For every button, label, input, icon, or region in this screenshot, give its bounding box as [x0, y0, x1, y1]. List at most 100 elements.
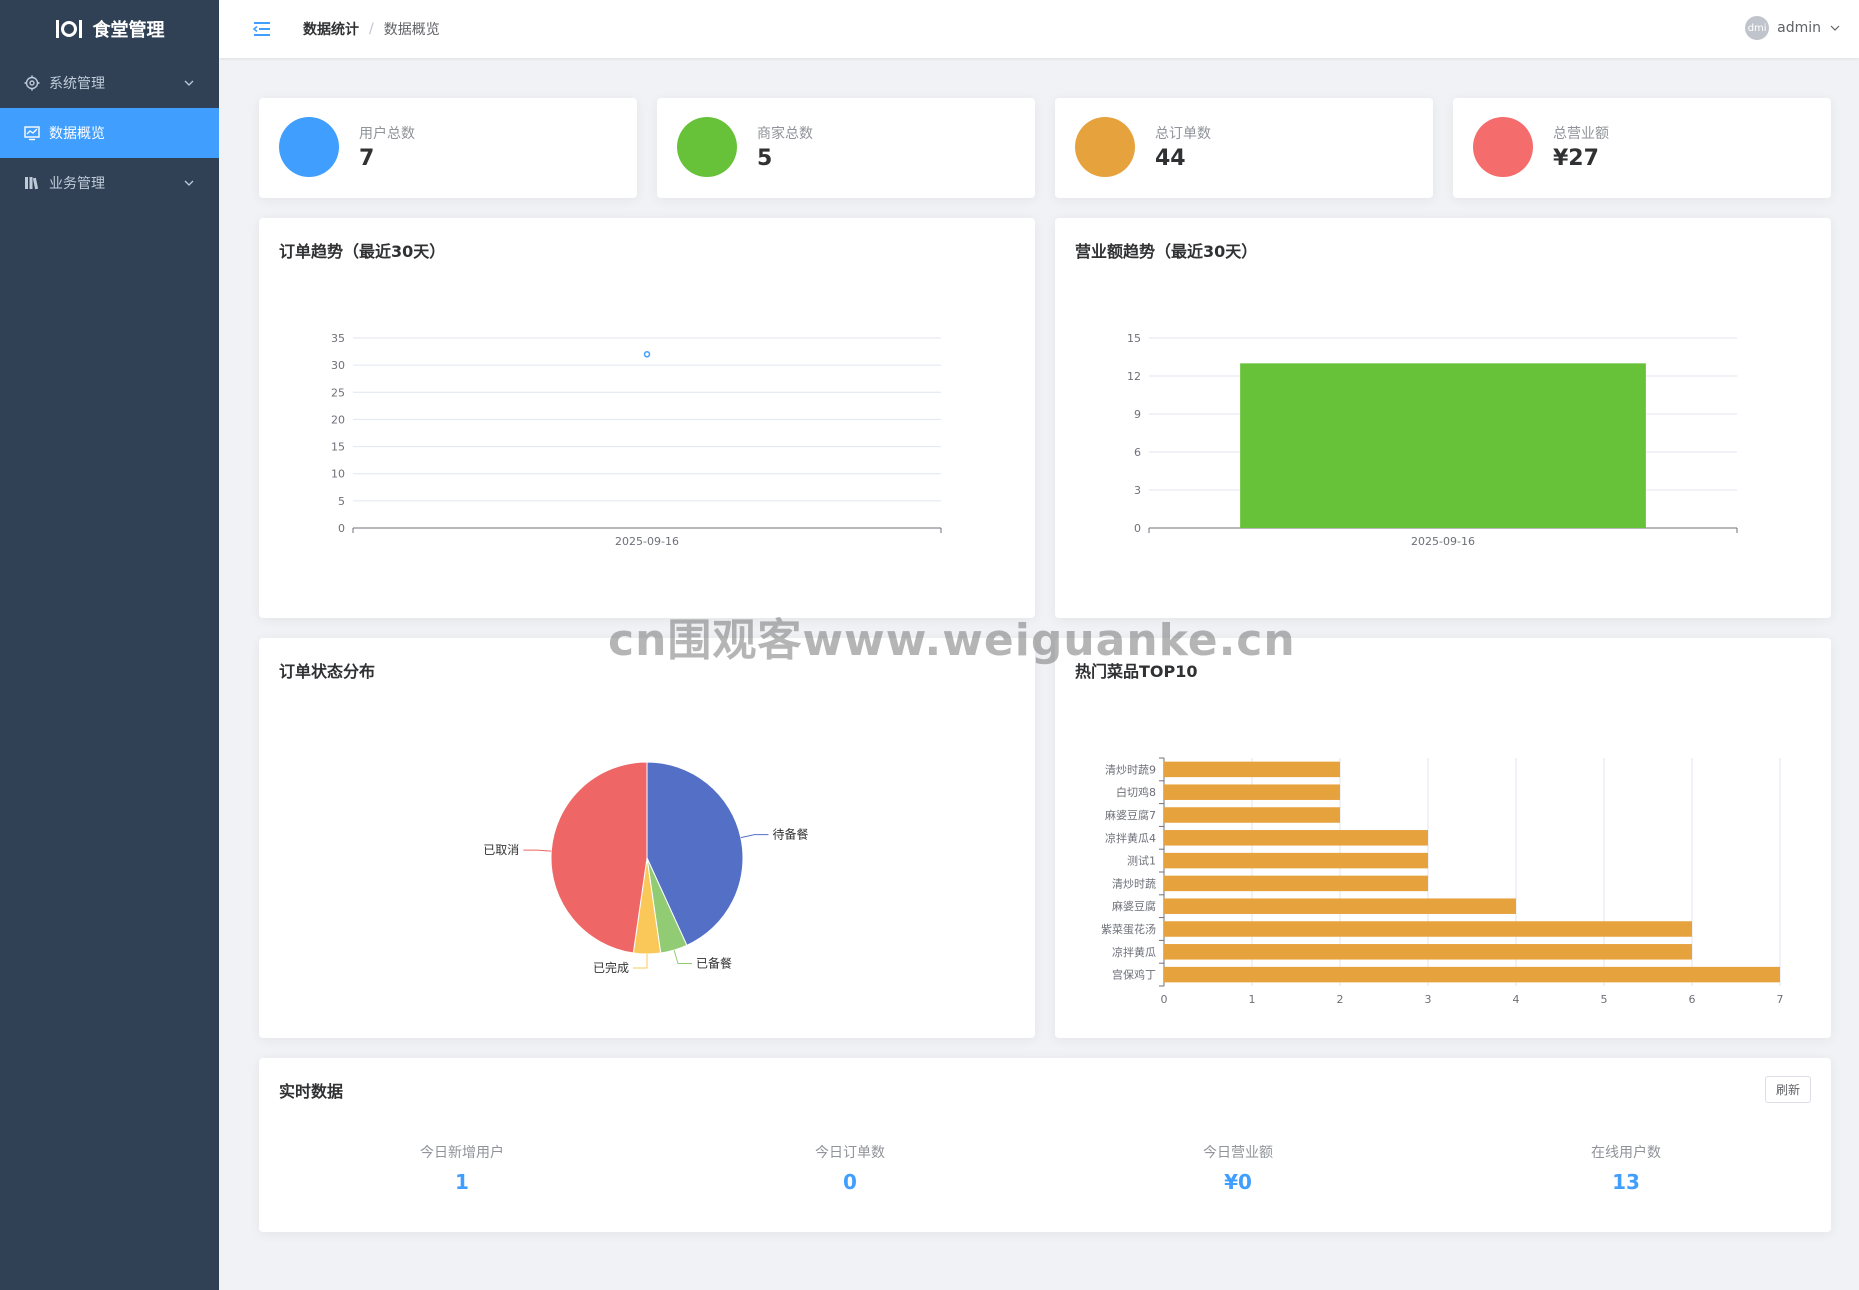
- dish-bar: [1164, 830, 1428, 846]
- stat-label: 商家总数: [757, 126, 813, 142]
- chart-icon: [24, 125, 40, 141]
- y-tick-label: 15: [331, 441, 345, 454]
- menu-toggle-icon[interactable]: [252, 19, 272, 39]
- realtime-label: 今日营业额: [1203, 1145, 1273, 1161]
- stat-value: 5: [757, 146, 773, 171]
- breadcrumb-separator: /: [369, 21, 374, 37]
- y-tick-label: 0: [338, 522, 345, 535]
- user-menu[interactable]: dmi admin: [1745, 16, 1841, 40]
- dish-bar: [1164, 898, 1516, 914]
- orders-stat-circle: [1075, 117, 1135, 177]
- library-icon: [24, 175, 40, 191]
- order-trend-chart: 0 5 10 15 20 25 30 35 2025-09-16: [331, 332, 942, 548]
- x-tick-label: 7: [1777, 993, 1784, 1006]
- revenue-trend-chart: 0 3 6 9 12 15 2025-09-16: [1127, 332, 1738, 548]
- dish-bar: [1164, 761, 1340, 778]
- sidebar-item-overview[interactable]: 数据概览: [0, 108, 219, 158]
- y-tick-label: 0: [1134, 522, 1141, 535]
- revenue-stat-circle: [1473, 117, 1533, 177]
- x-tick-label: 5: [1601, 993, 1608, 1006]
- stat-label: 总订单数: [1155, 126, 1211, 142]
- pie-label-line: [523, 849, 552, 852]
- dish-bar: [1164, 921, 1692, 937]
- sidebar-item-system[interactable]: 系统管理: [0, 58, 219, 108]
- username[interactable]: admin: [1777, 20, 1821, 36]
- realtime-label: 在线用户数: [1591, 1145, 1661, 1161]
- x-tick-label: 3: [1425, 993, 1432, 1006]
- dish-bar: [1164, 875, 1428, 892]
- y-tick-label: 宫保鸡丁: [1112, 968, 1156, 982]
- y-tick-label: 20: [331, 413, 345, 426]
- chevron-down-icon: [1830, 25, 1840, 31]
- y-tick-label: 30: [331, 359, 345, 372]
- dish-bar: [1164, 784, 1340, 800]
- y-tick-label: 9: [1134, 408, 1141, 421]
- dish-bar: [1164, 852, 1428, 869]
- x-tick-label: 6: [1689, 993, 1696, 1006]
- pie-label: 已取消: [483, 843, 519, 857]
- watermark-text: cn围观客www.weiguanke.cn: [608, 615, 1296, 666]
- breadcrumb: 数据统计 / 数据概览: [303, 19, 440, 39]
- pie-label: 已备餐: [696, 956, 732, 971]
- merchants-stat-circle: [677, 117, 737, 177]
- avatar[interactable]: dmi: [1745, 16, 1770, 40]
- breadcrumb-item[interactable]: 数据统计: [303, 22, 359, 38]
- sidebar-item-label: 系统管理: [49, 76, 105, 92]
- stat-card-users: 用户总数 7: [259, 98, 637, 198]
- stat-value: 7: [359, 146, 375, 171]
- chart-title: 热门菜品TOP10: [1075, 662, 1198, 681]
- revenue-bar: [1240, 363, 1646, 528]
- top-dishes-card: 热门菜品TOP10 0 1 2 3 4 5 6 7 清炒时蔬9 白切鸡8 麻婆豆腐7 凉拌黄瓜4 测试1…: [1055, 638, 1831, 1038]
- y-tick-label: 25: [331, 386, 345, 399]
- sidebar-item-business[interactable]: 业务管理: [0, 158, 219, 208]
- app-logo[interactable]: 食堂管理: [0, 0, 219, 58]
- y-tick-label: 3: [1134, 484, 1141, 497]
- y-tick-label: 麻婆豆腐7: [1105, 808, 1156, 822]
- realtime-item: 在线用户数 13: [1476, 1142, 1776, 1194]
- y-tick-label: 白切鸡8: [1116, 785, 1156, 799]
- pie-label-line: [673, 949, 692, 965]
- sidebar: 食堂管理 系统管理 数据概览 业务管理: [0, 0, 219, 1290]
- top-header: 数据统计 / 数据概览 dmi admin: [219, 0, 1859, 58]
- realtime-title: 实时数据: [279, 1082, 344, 1101]
- stat-card-revenue: 总营业额 ¥27: [1453, 98, 1831, 198]
- x-tick-label: 1: [1249, 993, 1256, 1006]
- pie-label-line: [633, 954, 648, 969]
- stat-label: 总营业额: [1553, 126, 1609, 142]
- x-tick-label: 0: [1161, 993, 1168, 1006]
- chevron-down-icon: [181, 75, 197, 91]
- y-tick-label: 10: [331, 468, 345, 481]
- realtime-label: 今日新增用户: [420, 1145, 504, 1161]
- pie-label: 已完成: [593, 960, 629, 975]
- y-tick-label: 15: [1127, 332, 1141, 345]
- chart-title: 订单状态分布: [279, 662, 376, 681]
- refresh-button[interactable]: 刷新: [1764, 1076, 1811, 1103]
- top-dishes-chart: 0 1 2 3 4 5 6 7 清炒时蔬9 白切鸡8 麻婆豆腐7 凉拌黄瓜4 测试1 清炒时蔬麻婆豆腐紫菜…: [1101, 757, 1784, 1006]
- stat-label: 用户总数: [359, 126, 415, 142]
- realtime-item: 今日订单数 0: [700, 1142, 1000, 1194]
- x-tick-label: 2025-09-16: [615, 535, 679, 548]
- x-tick-label: 4: [1513, 993, 1520, 1006]
- y-tick-label: 测试1: [1127, 855, 1156, 868]
- dish-bar: [1164, 944, 1692, 960]
- y-tick-label: 紫菜蛋花汤: [1101, 922, 1156, 936]
- x-tick-label: 2: [1337, 993, 1344, 1006]
- pie-label-line: [740, 834, 769, 839]
- y-tick-label: 凉拌黄瓜4: [1105, 831, 1156, 845]
- order-status-card: 订单状态分布 待备餐已备餐 已完成 已取消: [259, 638, 1035, 1038]
- stat-card-merchants: 商家总数 5: [657, 98, 1035, 198]
- order-trend-card: 订单趋势（最近30天） 0 5 10 15 20 25 30 35 2025-09-16: [259, 218, 1035, 618]
- y-tick-label: 12: [1127, 370, 1141, 383]
- realtime-value: 13: [1612, 1170, 1640, 1194]
- chevron-down-icon: [181, 175, 197, 191]
- sidebar-item-label: 数据概览: [49, 126, 105, 142]
- y-tick-label: 清炒时蔬9: [1105, 763, 1156, 776]
- realtime-item: 今日营业额 ¥0: [1088, 1142, 1388, 1194]
- y-tick-label: 5: [338, 495, 345, 508]
- pie-label: 待备餐: [772, 827, 808, 842]
- y-tick-label: 凉拌黄瓜: [1112, 945, 1156, 959]
- gear-icon: [24, 75, 40, 91]
- users-stat-circle: [279, 117, 339, 177]
- chart-title: 订单趋势（最近30天）: [279, 242, 446, 261]
- canteen-logo-icon: [55, 18, 83, 40]
